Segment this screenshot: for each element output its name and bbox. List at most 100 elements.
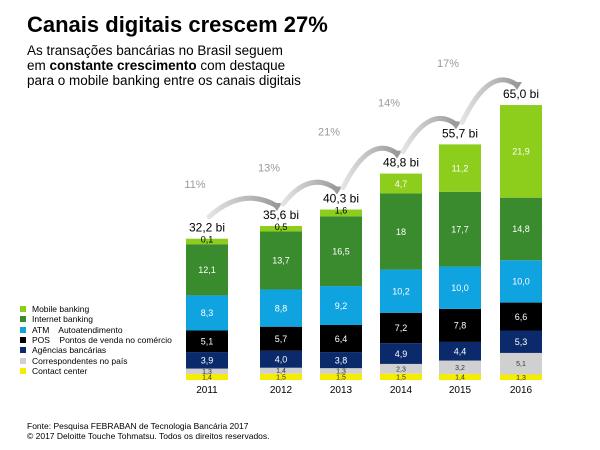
value-label-correspondentes-no-pa-s-2016: 5,1 bbox=[516, 361, 526, 368]
bar-correspondentes-no-pa-s-2013 bbox=[320, 368, 362, 374]
legend-item-pos-pontos-de-venda-no-com-rcio: POS Pontos de venda no comércio bbox=[20, 335, 172, 345]
value-label-correspondentes-no-pa-s-2013: 1,3 bbox=[336, 368, 346, 375]
value-label-ag-ncias-banc-rias-2011: 3,9 bbox=[201, 356, 214, 366]
value-label-contact-center-2012: 1,5 bbox=[276, 374, 286, 381]
legend-label-internet-banking: Internet banking bbox=[32, 314, 93, 325]
bar-atm-autoatendimento-2016 bbox=[500, 260, 542, 303]
value-label-ag-ncias-banc-rias-2016: 5,3 bbox=[515, 337, 528, 347]
legend-swatch-pos-pontos-de-venda-no-com-rcio bbox=[20, 337, 26, 344]
value-label-internet-banking-2016: 14,8 bbox=[512, 224, 530, 234]
bar-pos-pontos-de-venda-no-com-rcio-2014 bbox=[380, 312, 422, 344]
value-label-atm-autoatendimento-2014: 10,2 bbox=[392, 286, 410, 296]
legend-item-internet-banking: Internet banking bbox=[20, 314, 172, 324]
x-tick-2015: 2015 bbox=[449, 385, 472, 396]
bar-contact-center-2012 bbox=[260, 373, 302, 380]
x-tick-2016: 2016 bbox=[510, 385, 533, 396]
x-tick-2012: 2012 bbox=[270, 385, 293, 396]
bar-mobile-banking-2013 bbox=[320, 209, 362, 217]
value-label-internet-banking-2011: 12,1 bbox=[198, 265, 216, 275]
bar-atm-autoatendimento-2011 bbox=[186, 295, 228, 331]
page-title: Canais digitais crescem 27% bbox=[27, 12, 328, 37]
bars bbox=[186, 105, 542, 380]
bar-ag-ncias-banc-rias-2012 bbox=[260, 350, 302, 368]
bar-contact-center-2016 bbox=[500, 374, 542, 380]
legend-item-ag-ncias-banc-rias: Agências bancárias bbox=[20, 345, 172, 355]
bar-mobile-banking-2011 bbox=[186, 238, 228, 245]
footer: Fonte: Pesquisa FEBRABAN de Tecnologia B… bbox=[27, 421, 270, 441]
growth-arrow-4 bbox=[400, 116, 459, 155]
value-label-correspondentes-no-pa-s-2014: 2,3 bbox=[396, 366, 406, 373]
bar-correspondentes-no-pa-s-2016 bbox=[500, 352, 542, 375]
bar-ag-ncias-banc-rias-2016 bbox=[500, 330, 542, 353]
legend-item-correspondentes-no-pa-s: Correspondentes no país bbox=[20, 355, 172, 366]
bar-correspondentes-no-pa-s-2012 bbox=[260, 367, 302, 374]
legend-swatch-atm-autoatendimento bbox=[20, 326, 26, 333]
bar-ag-ncias-banc-rias-2015 bbox=[439, 341, 481, 361]
bar-mobile-banking-2015 bbox=[439, 144, 481, 192]
legend-swatch-internet-banking bbox=[20, 316, 26, 323]
subtitle-line-2: em constante crescimento com destaque bbox=[27, 58, 327, 73]
growth-arrowhead-3 bbox=[391, 150, 402, 159]
x-axis: 2011 2012 2013 2014 2015 2016 bbox=[196, 385, 532, 396]
bar-atm-autoatendimento-2012 bbox=[260, 289, 302, 327]
legend-label-pos-pontos-de-venda-no-com-rcio: POS Pontos de venda no comércio bbox=[32, 335, 172, 346]
legend-swatch-correspondentes-no-pa-s bbox=[20, 357, 26, 364]
total-label-2014: 48,8 bi bbox=[383, 156, 419, 170]
value-label-contact-center-2015: 1,4 bbox=[455, 375, 465, 382]
value-label-atm-autoatendimento-2016: 10,0 bbox=[512, 277, 530, 287]
value-label-internet-banking-2014: 18 bbox=[396, 227, 406, 237]
value-label-pos-pontos-de-venda-no-com-rcio-2011: 5,1 bbox=[201, 337, 214, 347]
subtitle-line-3: para o mobile banking entre os canais di… bbox=[27, 73, 301, 88]
bar-internet-banking-2012 bbox=[260, 231, 302, 290]
legend-label-ag-ncias-banc-rias: Agências bancárias bbox=[32, 345, 107, 356]
growth-label-4: 14% bbox=[378, 97, 400, 109]
legend-item-atm-autoatendimento: ATM Autoatendimento bbox=[20, 325, 172, 335]
growth-arrow-2 bbox=[280, 179, 340, 207]
value-label-internet-banking-2012: 13,7 bbox=[272, 256, 290, 266]
bar-pos-pontos-de-venda-no-com-rcio-2012 bbox=[260, 326, 302, 351]
value-label-correspondentes-no-pa-s-2015: 3,2 bbox=[455, 365, 465, 372]
value-label-mobile-banking-2014: 4,7 bbox=[395, 179, 408, 189]
growth-arrow-5 bbox=[459, 77, 520, 125]
bar-ag-ncias-banc-rias-2013 bbox=[320, 352, 362, 369]
bar-correspondentes-no-pa-s-2014 bbox=[380, 363, 422, 374]
bar-atm-autoatendimento-2013 bbox=[320, 286, 362, 326]
value-label-mobile-banking-2013: 1,6 bbox=[335, 206, 348, 216]
bar-internet-banking-2013 bbox=[320, 216, 362, 287]
bar-pos-pontos-de-venda-no-com-rcio-2016 bbox=[500, 302, 542, 331]
value-label-pos-pontos-de-venda-no-com-rcio-2016: 6,6 bbox=[515, 312, 528, 322]
value-label-mobile-banking-2012: 0,5 bbox=[275, 222, 288, 232]
value-label-internet-banking-2015: 17,7 bbox=[451, 224, 469, 234]
total-label-2013: 40,3 bi bbox=[323, 192, 359, 206]
legend-swatch-ag-ncias-banc-rias bbox=[20, 347, 26, 354]
value-label-pos-pontos-de-venda-no-com-rcio-2013: 6,4 bbox=[335, 334, 348, 344]
value-label-ag-ncias-banc-rias-2015: 4,4 bbox=[454, 346, 467, 356]
page-subtitle: As transações bancárias no Brasil seguem… bbox=[27, 43, 327, 88]
growth-arrowhead-4 bbox=[450, 121, 461, 130]
bar-contact-center-2011 bbox=[186, 374, 228, 380]
total-label-2016: 65,0 bi bbox=[503, 87, 539, 101]
value-label-atm-autoatendimento-2012: 8,8 bbox=[275, 303, 288, 313]
total-label-2012: 35,6 bi bbox=[263, 208, 299, 222]
value-label-contact-center-2011: 1,4 bbox=[202, 375, 212, 382]
legend-label-atm-autoatendimento: ATM Autoatendimento bbox=[32, 324, 123, 335]
bar-atm-autoatendimento-2015 bbox=[439, 266, 481, 309]
value-label-contact-center-2014: 1,5 bbox=[396, 374, 406, 381]
value-label-correspondentes-no-pa-s-2012: 1,4 bbox=[276, 368, 286, 375]
x-tick-2014: 2014 bbox=[390, 385, 413, 396]
bar-pos-pontos-de-venda-no-com-rcio-2015 bbox=[439, 308, 481, 342]
bar-contact-center-2015 bbox=[439, 374, 481, 380]
subtitle-line-2-end: com destaque bbox=[196, 58, 286, 73]
growth-label-2: 13% bbox=[258, 163, 280, 175]
subtitle-emphasis: constante crescimento bbox=[49, 58, 197, 73]
value-label-pos-pontos-de-venda-no-com-rcio-2014: 7,2 bbox=[395, 323, 408, 333]
legend-label-contact-center: Contact center bbox=[32, 365, 88, 376]
value-label-mobile-banking-2016: 21,9 bbox=[512, 147, 530, 157]
legend-swatch-mobile-banking bbox=[20, 306, 26, 313]
subtitle-line-1: As transações bancárias no Brasil seguem bbox=[27, 43, 283, 58]
bar-ag-ncias-banc-rias-2014 bbox=[380, 343, 422, 364]
growth-arrow-1 bbox=[206, 195, 280, 220]
legend-label-mobile-banking: Mobile banking bbox=[32, 304, 90, 315]
